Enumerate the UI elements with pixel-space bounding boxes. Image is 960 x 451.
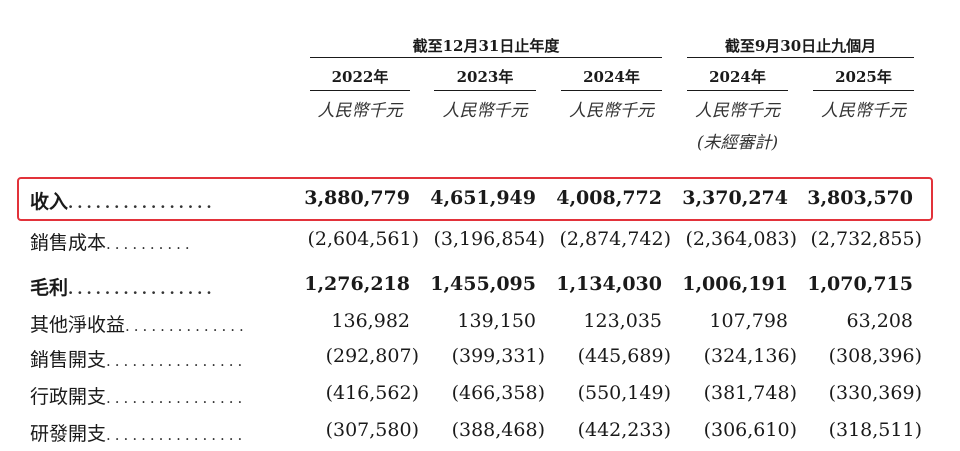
revenue-value-2024: 4,008,772 — [556, 187, 662, 209]
year-underline-2 — [434, 90, 536, 91]
other-net-income-value-2023: 139,150 — [457, 310, 536, 332]
rnd-expenses-value-9m-2024: (306,610) — [703, 419, 797, 441]
cost-of-sales-value-9m-2024: (2,364,083) — [685, 228, 797, 250]
selling-expenses-value-2023: (399,331) — [451, 345, 545, 367]
group-underline-nine-months — [687, 57, 914, 58]
group-header-nine-months: 截至9月30日止九個月 — [724, 37, 877, 55]
selling-expenses-value-9m-2025: (308,396) — [828, 345, 922, 367]
selling-expenses-value-2024: (445,689) — [577, 345, 671, 367]
unaudited-note: (未經審計) — [696, 133, 779, 153]
revenue-value-9m-2024: 3,370,274 — [682, 187, 788, 209]
unit-label-5: 人民幣千元 — [821, 101, 906, 121]
rnd-expenses-value-2024: (442,233) — [577, 419, 671, 441]
cost-of-sales-value-9m-2025: (2,732,855) — [810, 228, 922, 250]
gross-profit-value-2024: 1,134,030 — [556, 273, 662, 295]
other-net-income-value-9m-2024: 107,798 — [709, 310, 788, 332]
row-label-admin-expenses: 行政開支................ — [30, 386, 247, 408]
year-underline-3 — [561, 90, 662, 91]
year-header-1: 2022年 — [331, 68, 389, 86]
row-label-rnd-expenses: 研發開支................ — [30, 423, 247, 445]
admin-expenses-value-2023: (466,358) — [451, 382, 545, 404]
gross-profit-value-2023: 1,455,095 — [430, 273, 536, 295]
cost-of-sales-value-2022: (2,604,561) — [307, 228, 419, 250]
unit-label-3: 人民幣千元 — [569, 101, 654, 121]
selling-expenses-value-9m-2024: (324,136) — [703, 345, 797, 367]
year-underline-4 — [687, 90, 788, 91]
row-label-revenue: 收入................ — [30, 191, 216, 213]
other-net-income-value-2024: 123,035 — [583, 310, 662, 332]
gross-profit-value-2022: 1,276,218 — [304, 273, 410, 295]
rnd-expenses-value-9m-2025: (318,511) — [828, 419, 922, 441]
admin-expenses-value-2024: (550,149) — [577, 382, 671, 404]
revenue-highlight-box — [17, 177, 933, 221]
rnd-expenses-value-2023: (388,468) — [451, 419, 545, 441]
gross-profit-value-9m-2025: 1,070,715 — [807, 273, 913, 295]
year-header-4: 2024年 — [709, 68, 766, 86]
rnd-expenses-value-2022: (307,580) — [325, 419, 419, 441]
row-label-cost-of-sales: 銷售成本.......... — [30, 232, 194, 254]
group-header-annual: 截至12月31日止年度 — [412, 37, 560, 55]
year-underline-1 — [310, 90, 410, 91]
unit-label-2: 人民幣千元 — [442, 101, 528, 121]
row-label-gross-profit: 毛利................ — [30, 277, 216, 299]
admin-expenses-value-9m-2024: (381,748) — [703, 382, 797, 404]
revenue-value-2023: 4,651,949 — [430, 187, 536, 209]
cost-of-sales-value-2024: (2,874,742) — [559, 228, 671, 250]
year-underline-5 — [813, 90, 914, 91]
row-label-selling-expenses: 銷售開支................ — [30, 349, 247, 371]
year-header-2: 2023年 — [456, 68, 514, 86]
year-header-3: 2024年 — [583, 68, 640, 86]
admin-expenses-value-2022: (416,562) — [325, 382, 419, 404]
group-underline-annual — [310, 57, 662, 58]
unit-label-1: 人民幣千元 — [317, 101, 403, 121]
revenue-value-9m-2025: 3,803,570 — [807, 187, 913, 209]
admin-expenses-value-9m-2025: (330,369) — [828, 382, 922, 404]
year-header-5: 2025年 — [835, 68, 892, 86]
row-label-other-net-income: 其他淨收益.............. — [30, 314, 248, 336]
other-net-income-value-9m-2025: 63,208 — [846, 310, 913, 332]
other-net-income-value-2022: 136,982 — [331, 310, 410, 332]
revenue-value-2022: 3,880,779 — [304, 187, 410, 209]
gross-profit-value-9m-2024: 1,006,191 — [682, 273, 788, 295]
cost-of-sales-value-2023: (3,196,854) — [433, 228, 545, 250]
selling-expenses-value-2022: (292,807) — [325, 345, 419, 367]
unit-label-4: 人民幣千元 — [695, 101, 780, 121]
